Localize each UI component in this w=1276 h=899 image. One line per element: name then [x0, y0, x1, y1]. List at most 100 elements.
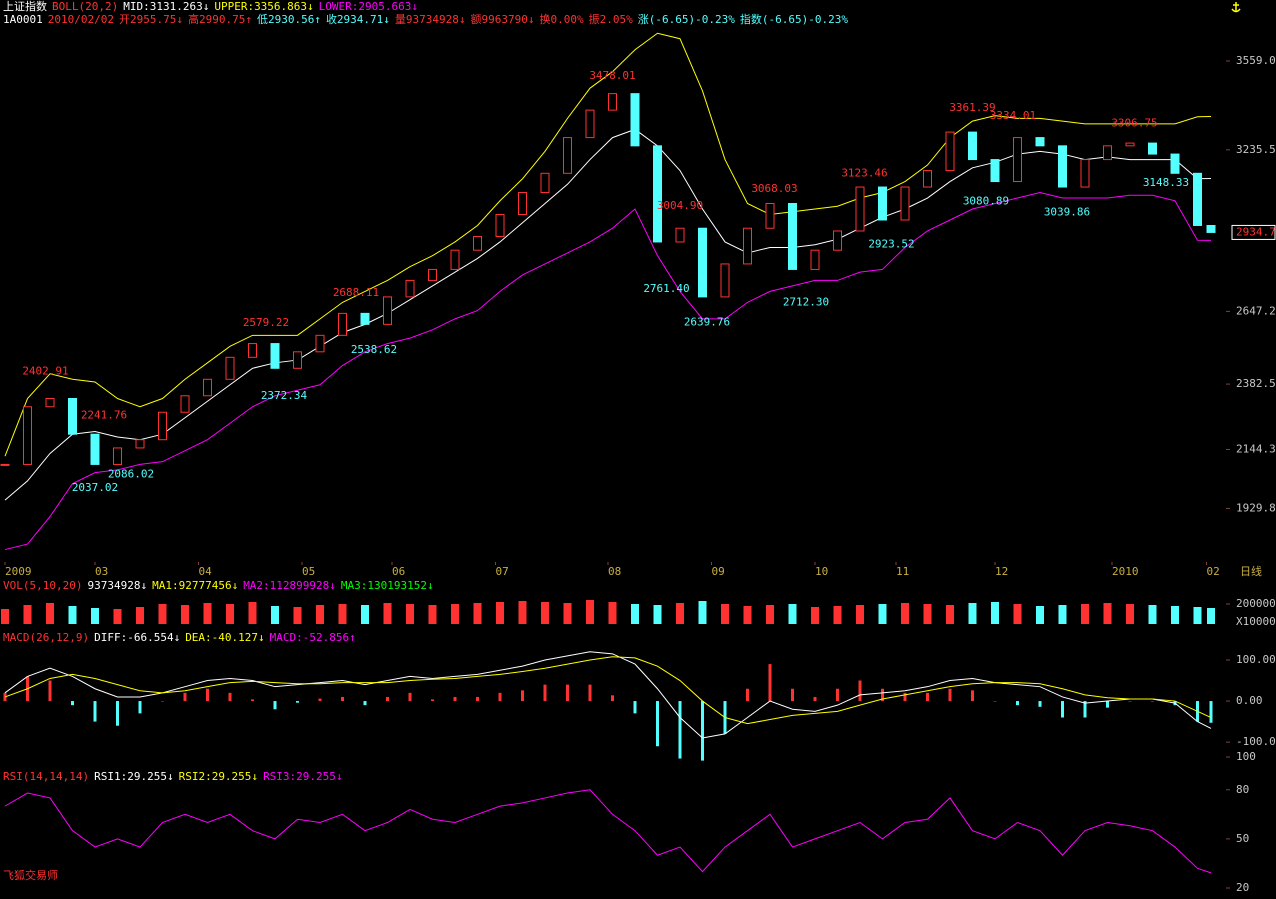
volume-bar: [856, 605, 864, 624]
candle: [68, 398, 77, 435]
volume-bar: [46, 603, 54, 624]
candle: [833, 230, 842, 251]
candle: [608, 93, 617, 111]
extreme-label: 2639.76: [684, 315, 730, 328]
candle: [878, 186, 887, 221]
candle: [855, 186, 865, 232]
x-tick-label: 03: [95, 565, 108, 578]
volume-bar: [113, 609, 122, 624]
y-tick-label: 100: [1236, 750, 1256, 763]
header-item: RSI1:29.255↓: [94, 770, 173, 783]
header-item: 换0.00%: [540, 12, 584, 26]
candle: [315, 334, 325, 353]
candle: [900, 186, 910, 221]
series-line: [4, 192, 1212, 551]
volume-bar: [811, 607, 819, 624]
x-tick-label: 09: [712, 565, 725, 578]
macd-bar: [1209, 701, 1213, 723]
header-item: 上证指数: [3, 0, 47, 13]
extreme-label: 3148.33: [1143, 176, 1189, 189]
macd-bar: [656, 701, 659, 747]
candle: [945, 131, 955, 172]
header-item: DIFF:-66.554↓: [94, 631, 180, 644]
x-tick-label: 02: [1207, 565, 1220, 578]
macd-bar: [701, 701, 704, 761]
candle: [45, 398, 55, 408]
header-item: MACD:-52.856↑: [270, 631, 356, 644]
x-tick-label: 06: [392, 565, 405, 578]
volume-bar: [181, 605, 189, 624]
candle: [225, 356, 235, 380]
volume-bar: [338, 604, 347, 624]
extreme-label: 2538.62: [351, 343, 397, 356]
macd-bar: [903, 692, 907, 702]
header-item: 量93734928↓: [395, 13, 466, 26]
y-tick-label: 100.00: [1236, 653, 1276, 666]
extreme-label: 3080.89: [963, 194, 1009, 207]
volume-bar: [136, 607, 144, 624]
macd-bar: [521, 690, 524, 702]
candle: [720, 263, 730, 298]
candle: [743, 227, 752, 265]
volume-bar: [1103, 603, 1112, 624]
header-item: 开2955.75↓: [119, 13, 183, 26]
x-tick-label: 08: [608, 565, 621, 578]
candle: [473, 235, 482, 251]
candle: [293, 351, 302, 369]
volume-bar: [271, 606, 279, 624]
volume-bar: [1081, 604, 1089, 624]
macd-bar: [206, 688, 209, 702]
macd-bar: [116, 701, 119, 726]
candle: [1058, 145, 1067, 188]
macd-bar: [71, 701, 74, 706]
macd-bar: [1061, 701, 1064, 718]
extreme-label: 2923.52: [868, 238, 914, 251]
y-tick-label: 50: [1236, 832, 1249, 845]
macd-bar: [746, 688, 749, 702]
macd-bar: [1016, 701, 1019, 706]
candle: [0, 463, 10, 466]
extreme-label: 3306.75: [1111, 116, 1157, 129]
candle: [270, 343, 280, 369]
volume-bar: [518, 601, 527, 624]
candle: [428, 268, 437, 281]
candle: [450, 249, 460, 270]
candle: [158, 411, 167, 441]
macd-bar: [341, 696, 344, 702]
macd-bar: [813, 696, 817, 702]
header-item: 2010/02/02: [48, 13, 114, 26]
candle: [1080, 159, 1090, 188]
last-price-label: 2934.7: [1236, 225, 1276, 238]
extreme-label: 2037.02: [72, 481, 118, 494]
volume-bar: [226, 604, 234, 624]
macd-bar: [138, 701, 142, 714]
candle: [518, 192, 527, 215]
extreme-label: 3478.01: [589, 69, 635, 82]
macd-bar: [836, 688, 839, 702]
volume-bar: [833, 606, 842, 624]
macd-bar: [948, 688, 952, 702]
macd-bar: [588, 684, 592, 702]
candle: [540, 172, 550, 194]
anchor-icon[interactable]: [1231, 2, 1241, 13]
x-tick-label: 05: [302, 565, 315, 578]
candle: [1125, 142, 1135, 147]
header-item: MID:3131.263↓: [123, 0, 209, 13]
extreme-label: 2688.11: [333, 286, 379, 299]
volume-bar: [676, 603, 684, 624]
macd-bar: [183, 692, 187, 702]
y-tick-label: -100.0: [1236, 735, 1276, 748]
candle: [113, 447, 122, 465]
volume-bar: [361, 605, 369, 624]
macd-bar: [296, 701, 299, 703]
macd-bar: [543, 684, 547, 702]
macd-bar: [1151, 701, 1154, 702]
extreme-label: 2761.40: [643, 282, 689, 295]
macd-bar: [1106, 701, 1109, 708]
x-tick-label: 2009: [5, 565, 32, 578]
extreme-label: 2372.34: [261, 389, 308, 402]
candle: [675, 227, 685, 243]
extreme-label: 3068.03: [751, 182, 797, 195]
macd-bar: [768, 664, 772, 702]
extreme-label: 3123.46: [841, 167, 887, 180]
